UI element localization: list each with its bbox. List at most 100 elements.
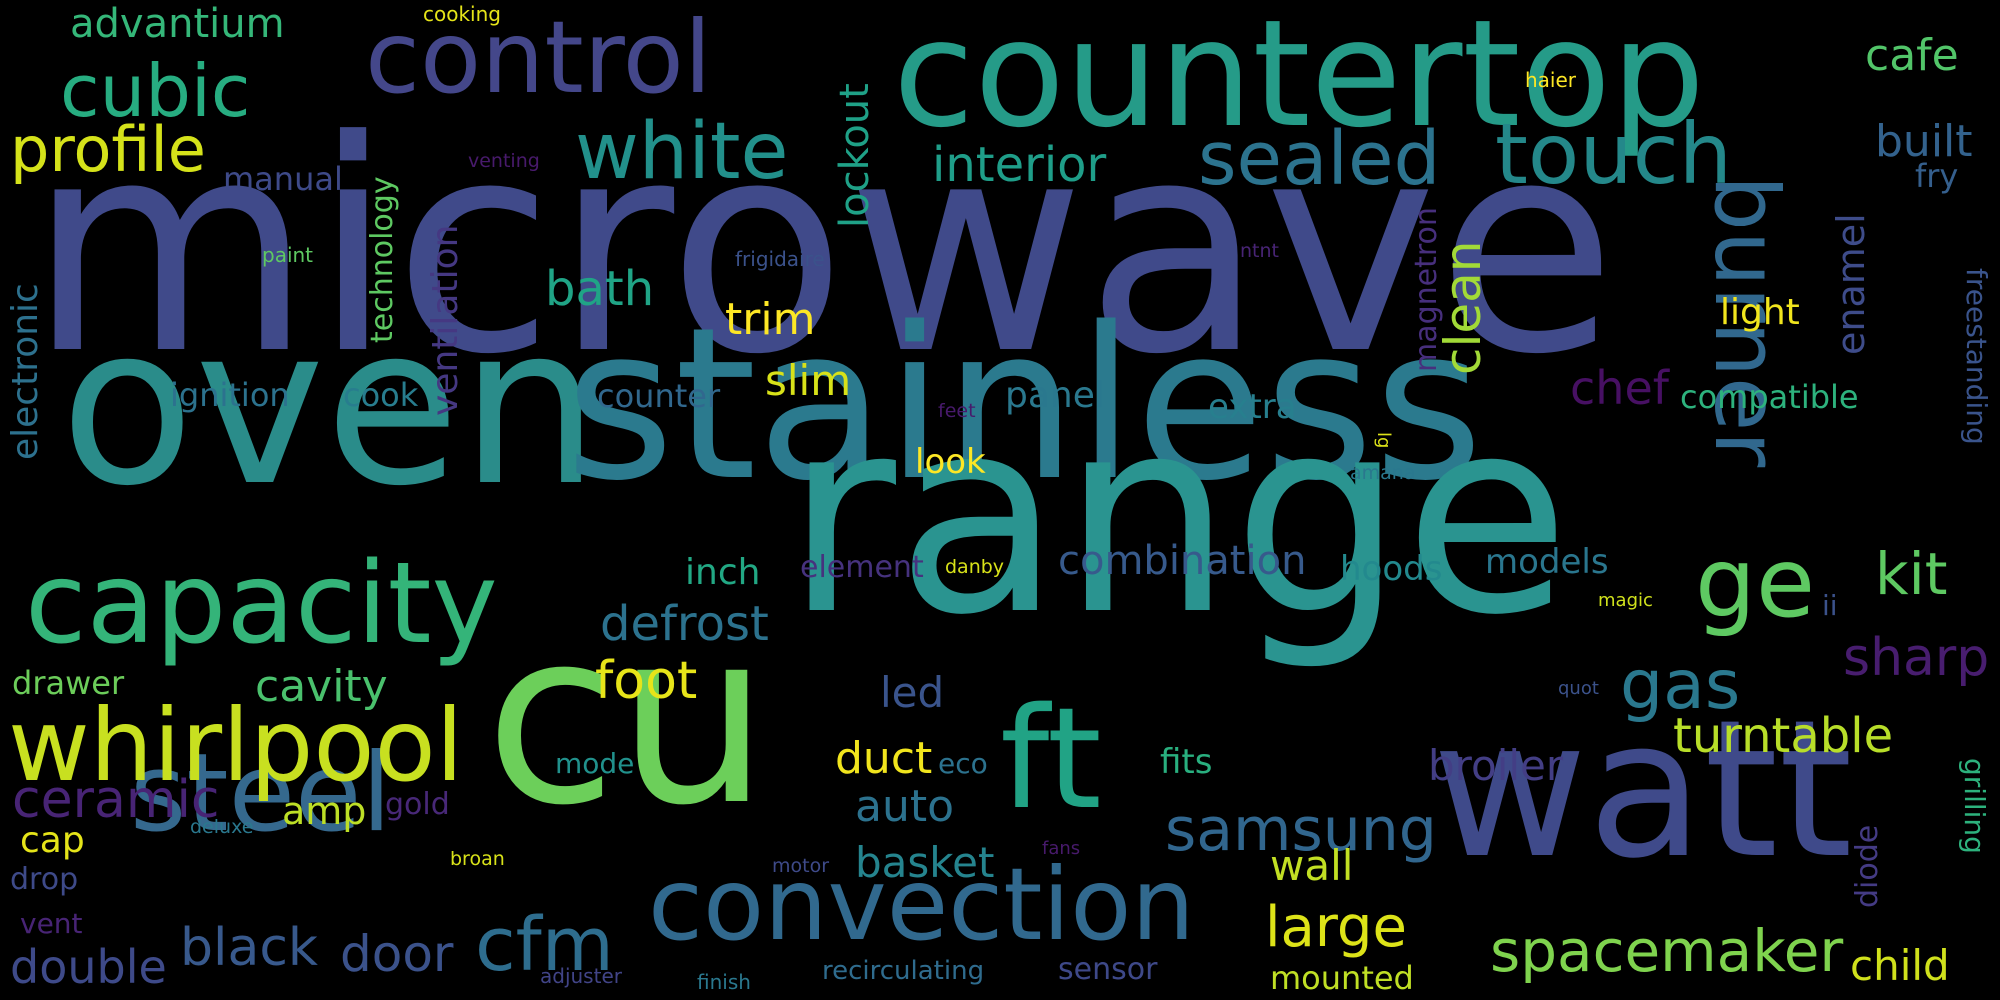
word-cap: cap <box>20 820 85 861</box>
word-electronic: electronic <box>5 283 46 460</box>
word-cfm: cfm <box>475 902 614 988</box>
word-compatible: compatible <box>1680 378 1859 416</box>
word-control: control <box>365 0 712 116</box>
word-defrost: defrost <box>600 596 769 652</box>
word-venting: venting <box>468 150 540 172</box>
word-counter: counter <box>597 377 721 415</box>
word-combination: combination <box>1058 538 1307 584</box>
word-drop: drop <box>10 862 79 897</box>
word-magic: magic <box>1598 590 1653 611</box>
word-light: light <box>1720 292 1800 333</box>
word-deluxe: deluxe <box>190 816 254 838</box>
word-oven: oven <box>60 278 600 534</box>
word-cooking: cooking <box>423 2 501 26</box>
word-ignition: ignition <box>170 376 290 414</box>
word-sharp: sharp <box>1843 628 1990 688</box>
word-touch: touch <box>1495 105 1732 203</box>
word-large: large <box>1265 895 1407 960</box>
word-trim: trim <box>725 294 816 345</box>
word-countertop: countertop <box>893 0 1705 160</box>
word-extra: extra <box>1208 387 1297 427</box>
word-cu: cu <box>485 578 770 858</box>
word-enamel: enamel <box>1829 213 1873 355</box>
word-diode: diode <box>1850 824 1885 908</box>
word-magnetron: magnetron <box>1409 207 1444 372</box>
word-spacemaker: spacemaker <box>1490 917 1844 985</box>
word-led: led <box>880 668 945 717</box>
word-cook: cook <box>343 376 419 414</box>
word-foot: foot <box>595 651 698 711</box>
word-chef: chef <box>1570 361 1669 415</box>
word-steel: steel <box>130 731 392 856</box>
word-ceramic: ceramic <box>12 770 220 830</box>
word-ventilation: ventilation <box>425 224 466 416</box>
word-cafe: cafe <box>1865 30 1959 81</box>
word-gold: gold <box>385 787 450 822</box>
word-capacity: capacity <box>25 539 498 669</box>
word-mounted: mounted <box>1270 959 1414 997</box>
word-built: built <box>1875 116 1973 167</box>
word-range: range <box>785 359 1571 674</box>
word-kit: kit <box>1875 540 1948 608</box>
word-gas: gas <box>1620 646 1741 725</box>
word-fits: fits <box>1160 742 1213 782</box>
word-hoods: hoods <box>1340 549 1443 589</box>
word-motor: motor <box>772 855 830 877</box>
word-convection: convection <box>648 846 1195 963</box>
word-haier: haier <box>1525 68 1577 92</box>
word-whirlpool: whirlpool <box>8 687 464 804</box>
word-advantium: advantium <box>70 1 285 47</box>
word-black: black <box>180 918 319 978</box>
word-look: look <box>915 442 986 482</box>
word-paint: paint <box>262 243 314 267</box>
word-amana: amana <box>1350 462 1416 484</box>
word-auto: auto <box>855 781 955 832</box>
word-amp: amp <box>282 789 367 833</box>
word-finish: finish <box>697 970 751 994</box>
word-stainless: stainless <box>565 282 1484 527</box>
word-clean: clean <box>1434 240 1492 375</box>
word-lockout: lockout <box>832 83 878 228</box>
word-samsung: samsung <box>1165 795 1437 865</box>
word-door: door <box>340 925 454 983</box>
word-bath: bath <box>545 261 655 317</box>
word-ft: ft <box>1000 678 1102 841</box>
word-models: models <box>1485 542 1609 582</box>
word-frigidaire: frigidaire <box>735 247 825 271</box>
word-cavity: cavity <box>255 661 388 712</box>
word-ii: ii <box>1822 589 1838 622</box>
word-broiler: broiler <box>1428 741 1564 790</box>
word-eco: eco <box>938 747 988 780</box>
word-duct: duct <box>835 733 933 784</box>
word-freestanding: freestanding <box>1960 268 1993 445</box>
word-element: element <box>800 550 924 585</box>
word-sealed: sealed <box>1198 116 1441 202</box>
word-technology: technology <box>365 176 400 343</box>
word-drawer: drawer <box>12 664 125 702</box>
word-recirculating: recirculating <box>822 956 985 986</box>
word-danby: danby <box>945 556 1005 578</box>
word-microwave: microwave <box>28 78 1617 418</box>
word-grilling: grilling <box>1958 758 1991 854</box>
word-adjuster: adjuster <box>540 964 622 988</box>
word-watt: watt <box>1432 679 1853 900</box>
word-quot: quot <box>1558 678 1599 699</box>
word-cubic: cubic <box>60 49 251 133</box>
word-broan: broan <box>450 848 505 870</box>
word-wall: wall <box>1270 841 1354 890</box>
word-turntable: turntable <box>1673 708 1894 764</box>
word-lg: lg <box>1373 432 1394 449</box>
word-interior: interior <box>932 137 1107 193</box>
word-ge: ge <box>1695 527 1815 639</box>
word-vent: vent <box>20 907 83 940</box>
word-manual: manual <box>223 160 343 198</box>
word-child: child <box>1850 941 1950 990</box>
word-mode: mode <box>555 747 635 780</box>
word-fans: fans <box>1042 838 1081 859</box>
word-inch: inch <box>685 552 761 593</box>
word-panel: panel <box>1005 375 1105 416</box>
word-fry: fry <box>1915 157 1959 195</box>
word-ntnt: ntnt <box>1240 240 1279 262</box>
word-basket: basket <box>855 838 995 887</box>
